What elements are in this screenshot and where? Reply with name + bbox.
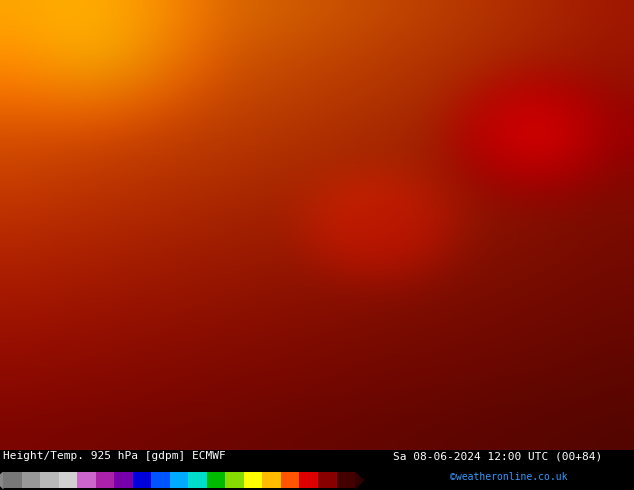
Bar bbox=[40, 472, 59, 489]
Bar bbox=[188, 472, 207, 489]
Bar bbox=[226, 472, 244, 489]
Polygon shape bbox=[0, 472, 3, 489]
Bar bbox=[170, 472, 188, 489]
Bar bbox=[3, 472, 22, 489]
Bar bbox=[318, 472, 337, 489]
Bar bbox=[299, 472, 318, 489]
Bar bbox=[22, 472, 40, 489]
Bar bbox=[337, 472, 355, 489]
Bar bbox=[244, 472, 262, 489]
Bar bbox=[114, 472, 133, 489]
Polygon shape bbox=[355, 472, 363, 489]
Bar bbox=[207, 472, 226, 489]
Bar bbox=[262, 472, 281, 489]
Text: ©weatheronline.co.uk: ©weatheronline.co.uk bbox=[450, 472, 567, 482]
Text: Sa 08-06-2024 12:00 UTC (00+84): Sa 08-06-2024 12:00 UTC (00+84) bbox=[393, 451, 602, 461]
Text: Height/Temp. 925 hPa [gdpm] ECMWF: Height/Temp. 925 hPa [gdpm] ECMWF bbox=[3, 451, 226, 461]
Bar bbox=[96, 472, 114, 489]
Bar bbox=[77, 472, 96, 489]
Bar bbox=[133, 472, 152, 489]
Bar bbox=[281, 472, 299, 489]
Bar bbox=[59, 472, 77, 489]
Bar bbox=[152, 472, 170, 489]
